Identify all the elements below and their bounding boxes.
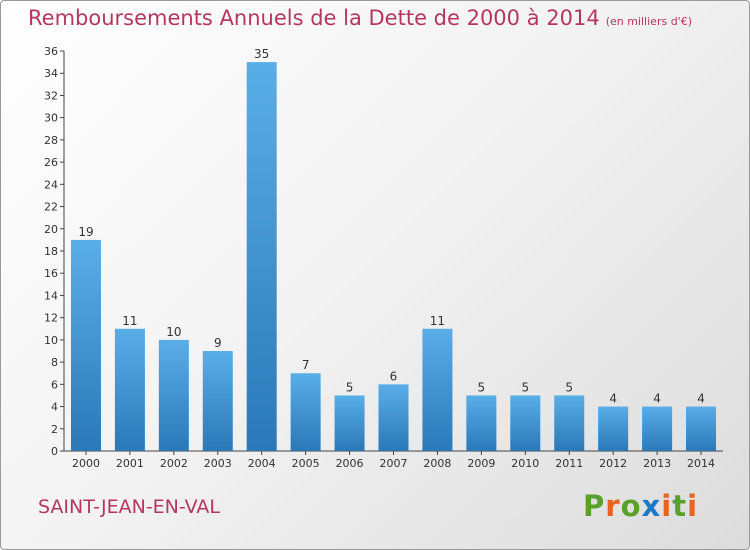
chart-title: Remboursements Annuels de la Dette de 20… [28,6,692,30]
bar-2009 [466,395,497,451]
data-label: 7 [302,358,310,372]
data-label: 35 [254,47,269,61]
logo-letter: o [620,489,642,523]
y-tick-label: 12 [44,312,58,325]
x-tick-label: 2010 [511,457,539,470]
x-tick-label: 2013 [643,457,671,470]
bar-2000 [70,239,101,451]
data-label: 4 [653,392,661,406]
bar-2007 [378,384,409,451]
data-label: 5 [478,380,486,394]
x-tick-label: 2004 [248,457,276,470]
chart-subtitle: (en milliers d'€) [605,15,692,28]
data-label: 6 [390,369,398,383]
bar-2008 [422,328,453,451]
data-labels: 19 11 10 9 35 7 5 6 11 5 5 5 4 4 4 [78,47,705,405]
bar-2013 [642,406,673,451]
data-label: 11 [430,314,445,328]
bar-2005 [290,373,321,451]
chart-title-text: Remboursements Annuels de la Dette de 20… [28,6,600,30]
bar-2006 [334,395,365,451]
bars [70,62,717,451]
x-tick-label: 2014 [687,457,715,470]
x-tick-label: 2006 [336,457,364,470]
data-label: 4 [609,392,617,406]
logo-letter: i [687,489,699,523]
x-tick-label: 2009 [467,457,495,470]
data-label: 11 [122,314,137,328]
y-tick-label: 36 [44,45,58,58]
x-tick-label: 2007 [380,457,408,470]
x-tick-label: 2002 [160,457,188,470]
y-tick-label: 20 [44,223,58,236]
logo-letter: r [605,489,621,523]
y-tick-label: 22 [44,201,58,214]
data-label: 5 [346,380,354,394]
bar-2004 [246,62,277,451]
y-tick-label: 24 [44,178,58,191]
logo-letter: x [641,489,662,523]
x-tick-label: 2011 [555,457,583,470]
bar-2014 [686,406,717,451]
x-tick-label: 2001 [116,457,144,470]
y-tick-label: 30 [44,112,58,125]
y-tick-label: 32 [44,89,58,102]
bar-2012 [598,406,629,451]
bar-2002 [158,339,189,451]
data-label: 9 [214,336,222,350]
bar-2003 [202,351,233,451]
y-tick-label: 4 [51,401,58,414]
bar-2011 [554,395,585,451]
logo-letter: t [672,489,688,523]
data-label: 19 [78,225,93,239]
x-tick-label: 2008 [423,457,451,470]
y-tick-label: 0 [51,445,58,458]
y-tick-label: 18 [44,245,58,258]
y-tick-label: 6 [51,378,58,391]
logo-letter: i [661,489,673,523]
y-tick-label: 8 [51,356,58,369]
data-label: 4 [697,392,705,406]
x-tick-label: 2003 [204,457,232,470]
bar-2010 [510,395,541,451]
bar-2001 [114,328,145,451]
y-tick-label: 34 [44,67,58,80]
x-tick-label: 2012 [599,457,627,470]
commune-name: SAINT-JEAN-EN-VAL [38,496,221,518]
data-label: 5 [565,380,573,394]
data-label: 10 [166,325,181,339]
x-tick-label: 2005 [292,457,320,470]
y-tick-label: 26 [44,156,58,169]
proxiti-logo[interactable]: Proxiti [583,489,698,523]
y-tick-label: 28 [44,134,58,147]
data-label: 5 [521,380,529,394]
logo-letter: P [583,489,606,523]
y-tick-label: 2 [51,423,58,436]
x-tick-label: 2000 [72,457,100,470]
y-tick-label: 14 [44,289,58,302]
y-tick-label: 10 [44,334,58,347]
y-tick-label: 16 [44,267,58,280]
